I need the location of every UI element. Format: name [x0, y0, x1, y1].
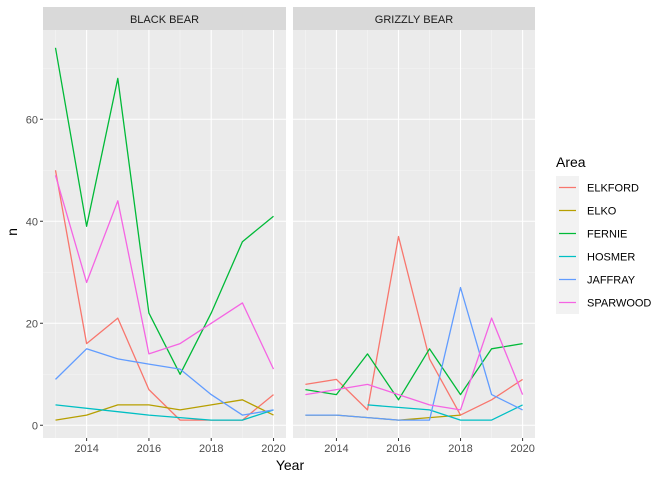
- legend-label: JAFFRAY: [587, 275, 636, 287]
- x-tick-label: 2020: [261, 443, 285, 455]
- plot-panel-background: [293, 30, 535, 438]
- legend-title: Area: [556, 154, 586, 170]
- panel-black-bear: BLACK BEAR 2014 2016 2018 2020 0 20 40 60: [26, 7, 286, 455]
- legend-item-jaffray: JAFFRAY: [556, 268, 636, 291]
- series-line-jaffray: [55, 348, 274, 416]
- facet-strip-label: GRIZZLY BEAR: [375, 14, 454, 26]
- series-line-hosmer: [55, 404, 274, 421]
- x-tick-label: 2014: [74, 443, 98, 455]
- legend-label: FERNIE: [587, 229, 627, 241]
- series-line-fernie: [54, 47, 274, 375]
- x-axis-title: Year: [276, 457, 305, 473]
- legend: Area ELKFORD ELKO FERNIE HOSMER JAFFRAY SPARW…: [556, 154, 651, 314]
- x-tick-label: 2020: [510, 443, 534, 455]
- series-line-sparwood: [54, 175, 275, 370]
- y-tick-label: 60: [26, 114, 38, 126]
- series-line-elko: [55, 399, 274, 421]
- legend-label: ELKFORD: [587, 183, 639, 195]
- x-tick-label: 2016: [137, 443, 161, 455]
- legend-item-fernie: FERNIE: [556, 222, 627, 245]
- facet-strip: [43, 7, 286, 30]
- legend-item-sparwood: SPARWOOD: [556, 291, 651, 314]
- plot-panel-background: [43, 30, 286, 438]
- facet-strip: [293, 7, 535, 30]
- legend-label: SPARWOOD: [587, 298, 651, 310]
- y-axis-title: n: [4, 228, 20, 236]
- legend-item-elkford: ELKFORD: [556, 176, 639, 199]
- series-line-sparwood: [305, 317, 524, 411]
- series-line-elkford: [305, 235, 523, 416]
- x-tick-label: 2018: [448, 443, 472, 455]
- legend-item-hosmer: HOSMER: [556, 245, 635, 268]
- x-tick-label: 2018: [199, 443, 223, 455]
- series-line-hosmer: [367, 404, 523, 421]
- x-tick-label: 2016: [386, 443, 410, 455]
- legend-label: ELKO: [587, 206, 617, 218]
- y-tick-label: 0: [32, 420, 38, 432]
- y-tick-label: 20: [26, 318, 38, 330]
- panels: BLACK BEAR 2014 2016 2018 2020 0 20 40 60 GRIZZLY…: [26, 7, 535, 455]
- series-line-jaffray: [305, 286, 523, 421]
- x-tick-label: 2014: [324, 443, 348, 455]
- y-tick-label: 40: [26, 216, 38, 228]
- legend-label: HOSMER: [587, 252, 635, 264]
- panel-grizzly-bear: GRIZZLY BEAR 2014 2016 2018 2020: [293, 7, 535, 455]
- series-line-fernie: [305, 342, 523, 401]
- facet-strip-label: BLACK BEAR: [130, 14, 199, 26]
- legend-item-elko: ELKO: [556, 199, 617, 222]
